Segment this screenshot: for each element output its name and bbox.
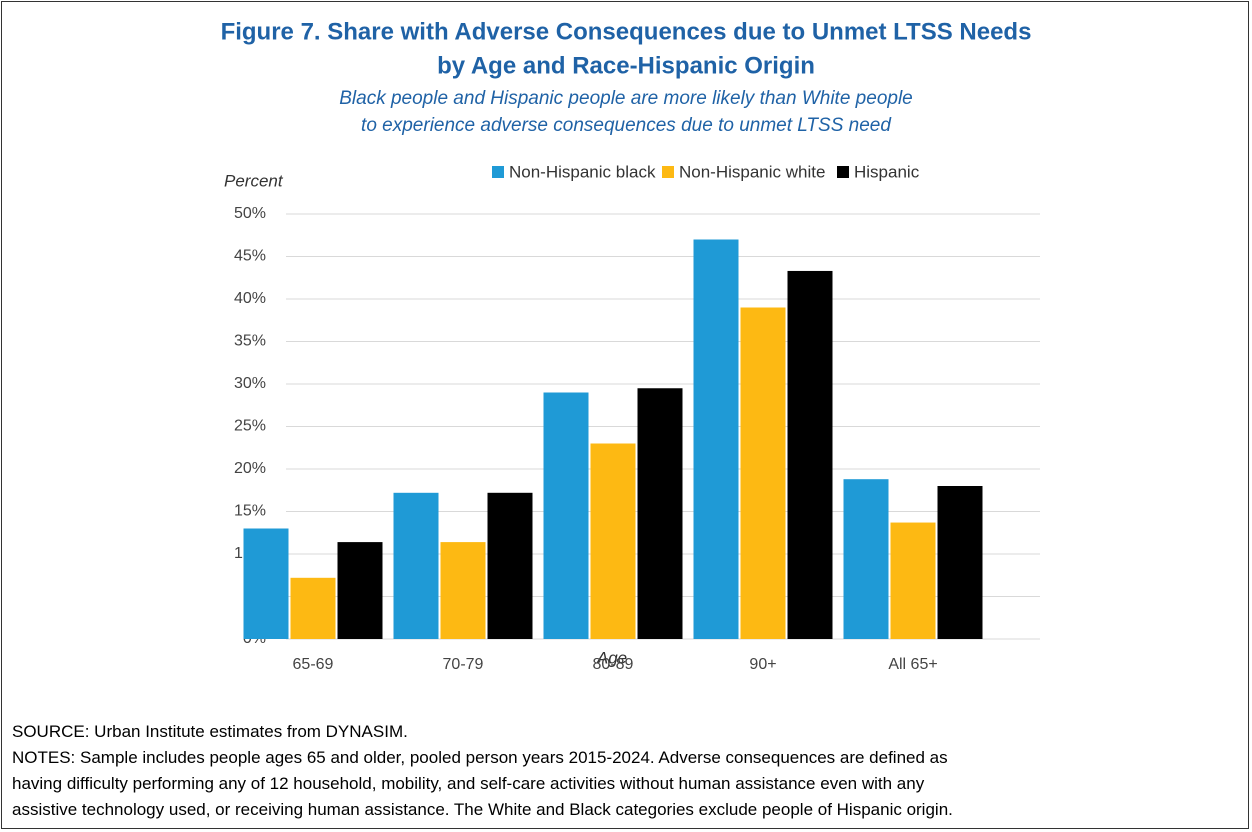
chart-title: Figure 7. Share with Adverse Consequence… [221, 18, 1032, 45]
bar [637, 388, 683, 639]
bar [740, 307, 786, 639]
y-tick-label: 35% [234, 333, 266, 350]
y-tick-label: 30% [234, 375, 266, 392]
x-tick-label: 70-79 [443, 656, 484, 673]
bar [337, 542, 383, 639]
bar [393, 492, 439, 639]
y-tick-label: 40% [234, 290, 266, 307]
bar [590, 443, 636, 639]
bar [543, 392, 589, 639]
y-tick-label: 20% [234, 460, 266, 477]
x-tick-label: All 65+ [888, 656, 937, 673]
bar [787, 270, 833, 639]
subtitle: to experience adverse consequences due t… [361, 115, 892, 136]
y-tick-label: 25% [234, 418, 266, 435]
bar [440, 542, 486, 639]
bar [843, 479, 889, 639]
legend-swatch [492, 166, 504, 178]
note-line: having difficulty performing any of 12 h… [12, 774, 925, 793]
bar [937, 486, 983, 639]
legend-label: Hispanic [854, 162, 920, 181]
bar [487, 492, 533, 639]
x-axis-label: Age [596, 648, 627, 667]
x-tick-label: 65-69 [293, 656, 334, 673]
bar [243, 528, 289, 639]
bar [693, 239, 739, 639]
x-tick-label: 80-89 [593, 656, 634, 673]
bar [290, 577, 336, 639]
note-line: NOTES: Sample includes people ages 65 an… [12, 748, 948, 767]
chart-title: by Age and Race-Hispanic Origin [437, 52, 815, 79]
legend-label: Non-Hispanic white [679, 162, 825, 181]
legend-label: Non-Hispanic black [509, 162, 656, 181]
y-tick-label: 45% [234, 248, 266, 265]
y-tick-label: 50% [234, 205, 266, 222]
bar [890, 522, 936, 639]
note-line: assistive technology used, or receiving … [12, 800, 953, 819]
legend-swatch [837, 166, 849, 178]
y-tick-label: 15% [234, 503, 266, 520]
subtitle: Black people and Hispanic people are mor… [339, 88, 913, 109]
x-tick-label: 90+ [749, 656, 776, 673]
source: SOURCE: Urban Institute estimates from D… [12, 722, 408, 741]
y-axis-label: Percent [224, 171, 284, 190]
legend-swatch [662, 166, 674, 178]
